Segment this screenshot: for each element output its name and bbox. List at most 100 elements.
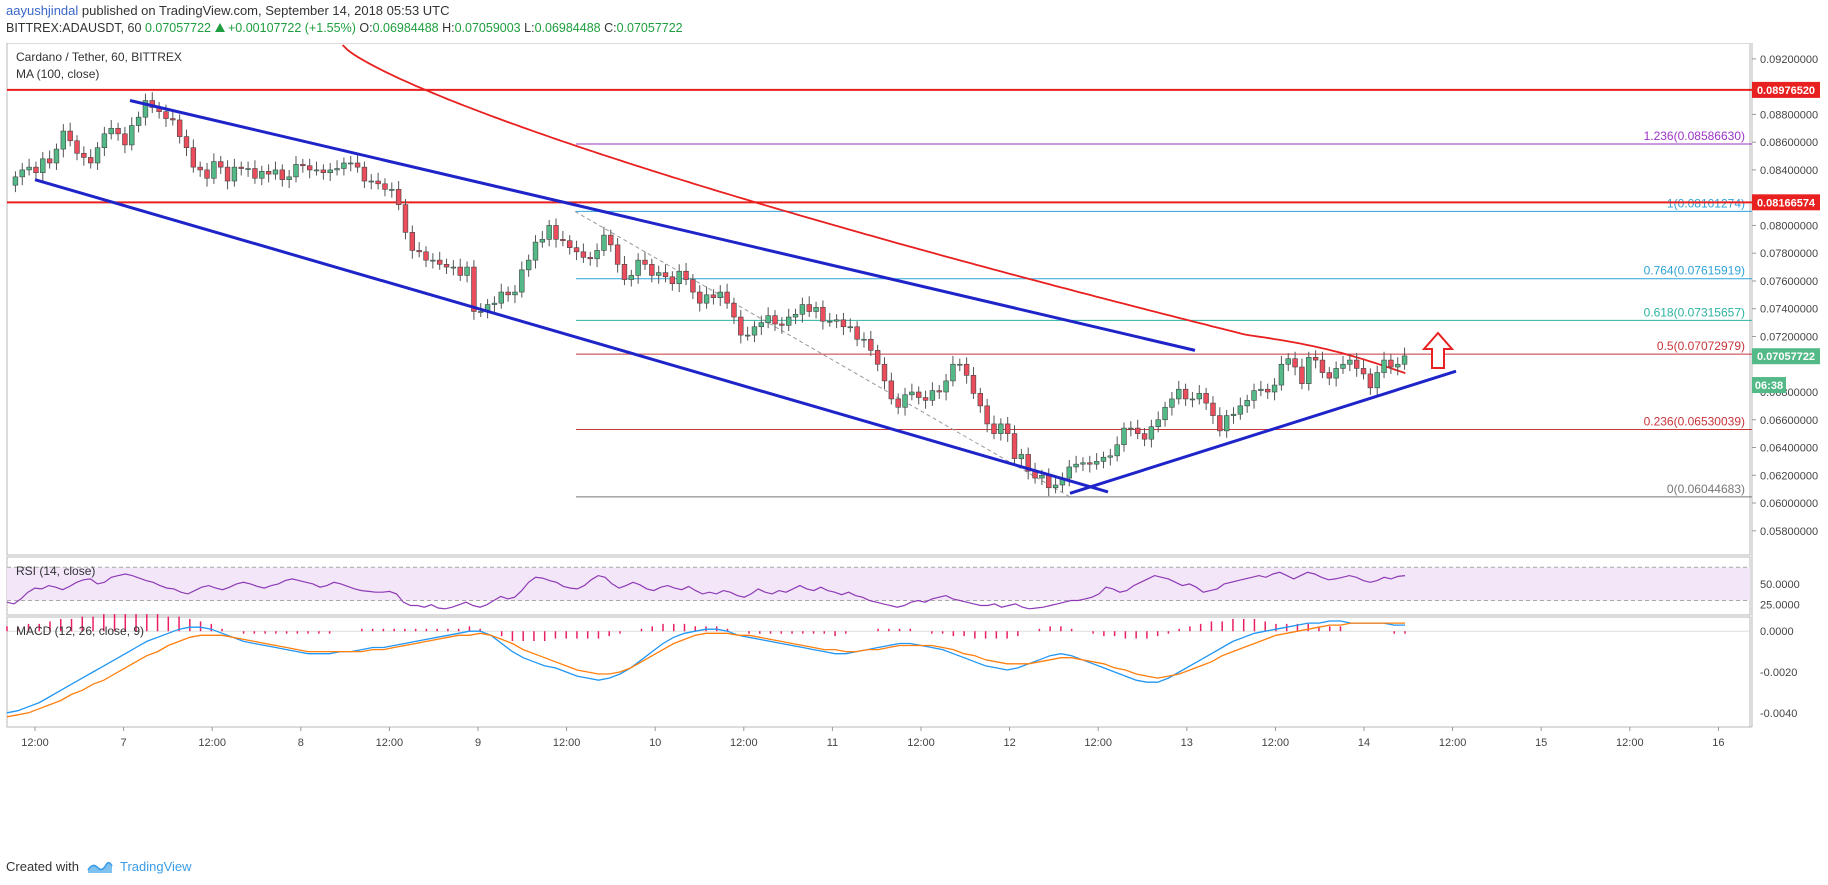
candle-body (806, 304, 812, 312)
candle-body (170, 118, 176, 121)
up-triangle-icon (214, 23, 225, 32)
candle-body (820, 307, 826, 322)
candle-body (53, 148, 60, 164)
candles-group (12, 92, 1408, 497)
x-tick-label: 16 (1712, 737, 1724, 749)
candle-body (655, 272, 662, 276)
y-tick-label: 0.08000000 (1760, 220, 1818, 232)
candle-body (1141, 433, 1148, 440)
candle-body (943, 380, 949, 393)
candle-body (847, 326, 853, 329)
candle-body (786, 316, 792, 326)
candle-body (1114, 444, 1120, 457)
publish-info: aayushjindal published on TradingView.co… (6, 3, 450, 18)
candle-body (1353, 359, 1360, 369)
low-value: 0.06984488 (534, 21, 601, 35)
candle-body (567, 240, 573, 248)
fib-level-label: 0.5(0.07072979) (1657, 339, 1745, 353)
y-tick-label: 0.08800000 (1760, 109, 1818, 121)
candle-body (888, 380, 895, 400)
candle-body (1251, 390, 1257, 401)
candle-body (697, 291, 703, 304)
candle-body (731, 302, 737, 318)
candle-body (265, 171, 272, 175)
candle-body (813, 307, 819, 312)
candle-body (26, 166, 32, 171)
candle-body (683, 270, 689, 280)
candle-body (950, 363, 956, 382)
candle-body (560, 239, 566, 242)
candle-body (1388, 359, 1394, 368)
x-tick-label: 7 (121, 737, 127, 749)
y-tick-label: 0.07200000 (1760, 331, 1818, 343)
candle-body (861, 338, 867, 341)
candle-body (1285, 358, 1291, 365)
candle-body (601, 234, 607, 251)
candle-body (580, 251, 587, 258)
candle-body (115, 127, 121, 135)
candle-body (19, 169, 25, 178)
low-label: L: (524, 21, 535, 35)
candle-body (300, 164, 306, 167)
fib-level-label: 0.236(0.06530039) (1644, 414, 1745, 428)
candle-body (1230, 413, 1237, 416)
candle-body (334, 168, 340, 171)
candle-body (450, 266, 457, 269)
candle-body (690, 279, 696, 293)
candle-body (970, 375, 977, 394)
candle-body (868, 338, 874, 351)
author-link[interactable]: aayushjindal (6, 3, 79, 18)
candle-body (505, 291, 511, 296)
candle-body (1258, 388, 1264, 391)
candle-body (40, 158, 46, 173)
candle-body (916, 391, 922, 398)
chart-canvas[interactable]: 0.09200000 0.08800000 0.08600000 0.08400000… (0, 43, 1828, 853)
y-tick-label: 0.06600000 (1760, 415, 1818, 427)
close-value: 0.07057722 (616, 21, 683, 35)
change-value: +0.00107722 (+1.55%) (227, 21, 356, 35)
y-tick-label: 0.09200000 (1760, 54, 1818, 66)
candle-body (190, 147, 197, 168)
candle-body (183, 136, 190, 149)
candle-body (991, 423, 997, 434)
candle-body (519, 269, 525, 293)
candle-body (1210, 402, 1216, 416)
candle-body (1148, 426, 1155, 440)
candle-body (1066, 466, 1072, 479)
open-value: 0.06984488 (372, 21, 439, 35)
y-tick-label: 0.07800000 (1760, 248, 1818, 260)
candle-body (1237, 405, 1244, 415)
candle-body (539, 239, 546, 243)
candle-body (840, 319, 847, 328)
candle-body (33, 166, 39, 173)
candle-body (1189, 398, 1196, 401)
candle-body (361, 166, 368, 182)
candle-body (1100, 456, 1107, 462)
candle-body (1107, 455, 1114, 458)
x-tick-label: 12:00 (1084, 737, 1112, 749)
candle-body (320, 169, 327, 173)
candle-body (827, 320, 833, 323)
x-tick-label: 10 (649, 737, 661, 749)
candle-body (1278, 363, 1285, 386)
candle-body (101, 133, 108, 149)
candle-body (621, 264, 628, 280)
candle-body (587, 257, 593, 260)
candle-body (608, 234, 614, 246)
ma-indicator-label: MA (100, close) (16, 67, 99, 81)
candle-body (1052, 484, 1059, 489)
ohlc-info: BITTREX:ADAUSDT, 60 0.07057722 +0.0010772… (6, 21, 683, 35)
candle-body (512, 291, 518, 296)
x-tick-label: 12:00 (1439, 737, 1467, 749)
chart-title: Cardano / Tether, 60, BITTREX (16, 50, 182, 64)
rsi-band (7, 567, 1750, 601)
candle-body (724, 291, 730, 304)
tradingview-link[interactable]: TradingView (120, 859, 192, 874)
candle-body (1011, 433, 1018, 459)
countdown-badge-label: 06:38 (1755, 380, 1783, 392)
y-tick-label: 0.06200000 (1760, 470, 1818, 482)
candle-body (758, 322, 765, 328)
x-tick-label: 15 (1535, 737, 1547, 749)
countdown-badge-bg (1752, 377, 1786, 394)
macd-tick-label: -0.0040 (1760, 708, 1797, 720)
